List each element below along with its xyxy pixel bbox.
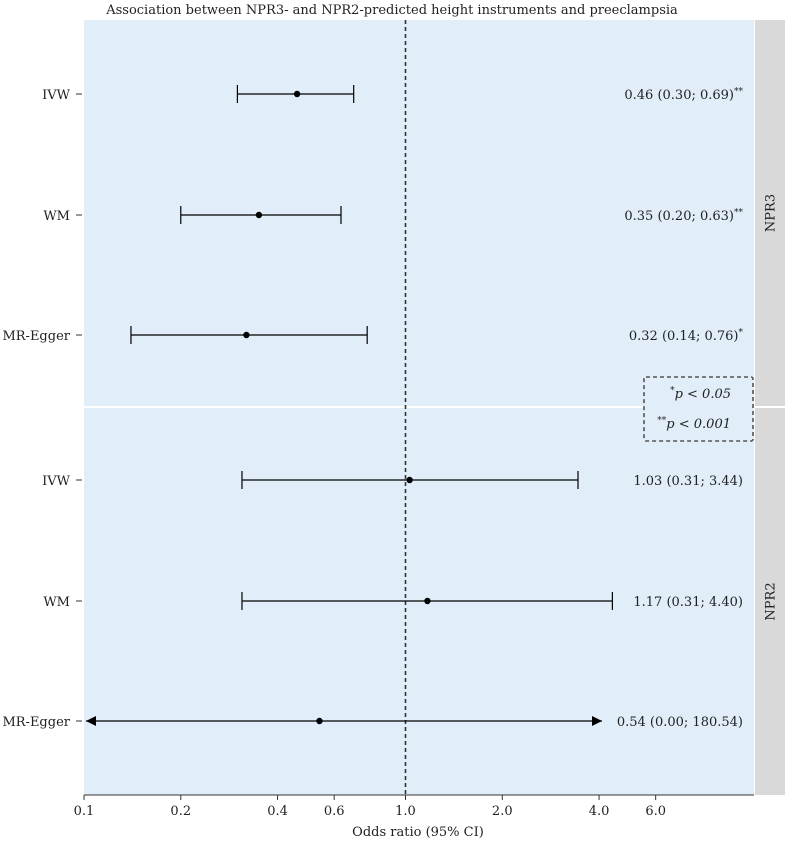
- or-value-npr2-wm: 1.17 (0.31; 4.40): [633, 595, 743, 610]
- significance-mark-npr3-ivw: **: [734, 87, 744, 97]
- or-value-npr3-wm: 0.35 (0.20; 0.63): [624, 209, 734, 224]
- or-value-npr3-mr-egger: 0.32 (0.14; 0.76): [629, 329, 739, 344]
- row-npr2-ivw: IVW 1.03 (0.31; 3.44): [42, 471, 743, 489]
- significance-mark-npr3-wm: **: [734, 208, 744, 218]
- strip-npr2: [755, 408, 785, 795]
- x-tick-label-0.6: 0.6: [324, 804, 345, 819]
- x-tick-label-2.0: 2.0: [492, 804, 513, 819]
- x-axis-label: Odds ratio (95% CI): [352, 825, 484, 840]
- strip-label-npr2: NPR2: [764, 582, 779, 620]
- row-npr3-mr-egger: MR-Egger 0.32 (0.14; 0.76)*: [2, 326, 744, 344]
- or-value-npr2-mr-egger: 0.54 (0.00; 180.54): [617, 715, 743, 730]
- point-estimate-npr3-wm: [255, 211, 263, 219]
- panel-npr3-background: [84, 20, 754, 406]
- point-estimate-npr2-mr-egger: [316, 717, 323, 725]
- method-label-npr3-mr-egger: MR-Egger: [2, 329, 70, 344]
- x-tick-label-0.2: 0.2: [170, 804, 191, 819]
- legend-sig-mark-2: **: [657, 416, 667, 426]
- chart-title: Association between NPR3- and NPR2-predi…: [105, 3, 678, 18]
- ci-arrow-right-npr2-mr-egger: [592, 716, 602, 726]
- or-value-npr2-ivw: 1.03 (0.31; 3.44): [633, 474, 743, 489]
- or-label-npr3-mr-egger: 0.32 (0.14; 0.76)*: [629, 328, 744, 344]
- point-estimate-npr3-ivw: [293, 90, 301, 98]
- point-estimate-npr3-mr-egger: [243, 331, 250, 339]
- legend-box: [643, 376, 754, 442]
- method-label-npr3-ivw: IVW: [42, 88, 71, 103]
- significance-mark-npr3-mr-egger: *: [739, 328, 744, 338]
- x-tick-label-1.0: 1.0: [395, 804, 416, 819]
- x-tick-label-6.0: 6.0: [645, 804, 666, 819]
- row-npr2-wm: WM 1.17 (0.31; 4.40): [43, 592, 743, 610]
- point-estimate-npr2-wm: [424, 597, 431, 605]
- legend-sig-mark-1: *: [670, 386, 675, 396]
- ci-arrow-left-npr2-mr-egger: [86, 716, 96, 726]
- point-estimate-npr2-ivw: [406, 476, 413, 484]
- or-label-npr3-wm: 0.35 (0.20; 0.63)**: [624, 208, 743, 224]
- or-label-npr2-wm: 1.17 (0.31; 4.40): [633, 595, 743, 610]
- or-label-npr2-ivw: 1.03 (0.31; 3.44): [633, 474, 743, 489]
- x-tick-label-4.0: 4.0: [589, 804, 610, 819]
- row-npr3-wm: WM 0.35 (0.20; 0.63)**: [43, 206, 744, 224]
- legend-item-2: **p < 0.001: [657, 416, 731, 432]
- legend-text-2: p < 0.001: [666, 417, 731, 432]
- method-label-npr2-mr-egger: MR-Egger: [2, 715, 70, 730]
- method-label-npr2-wm: WM: [43, 595, 70, 610]
- strip-npr3: [755, 20, 785, 406]
- or-label-npr2-mr-egger: 0.54 (0.00; 180.54): [617, 715, 743, 730]
- x-tick-label-0.4: 0.4: [267, 804, 288, 819]
- strip-label-npr3: NPR3: [764, 194, 779, 232]
- row-npr3-ivw: IVW 0.46 (0.30; 0.69)**: [42, 85, 744, 103]
- or-label-npr3-ivw: 0.46 (0.30; 0.69)**: [624, 87, 743, 103]
- or-value-npr3-ivw: 0.46 (0.30; 0.69): [624, 88, 734, 103]
- method-label-npr2-ivw: IVW: [42, 474, 71, 489]
- legend-text-1: p < 0.05: [675, 387, 731, 402]
- row-npr2-mr-egger: MR-Egger 0.54 (0.00; 180.54): [2, 715, 743, 730]
- method-label-npr3-wm: WM: [43, 209, 70, 224]
- x-tick-label-0.1: 0.1: [74, 804, 95, 819]
- legend-item-1: *p < 0.05: [670, 386, 731, 402]
- significance-legend: *p < 0.05 **p < 0.001: [643, 376, 754, 442]
